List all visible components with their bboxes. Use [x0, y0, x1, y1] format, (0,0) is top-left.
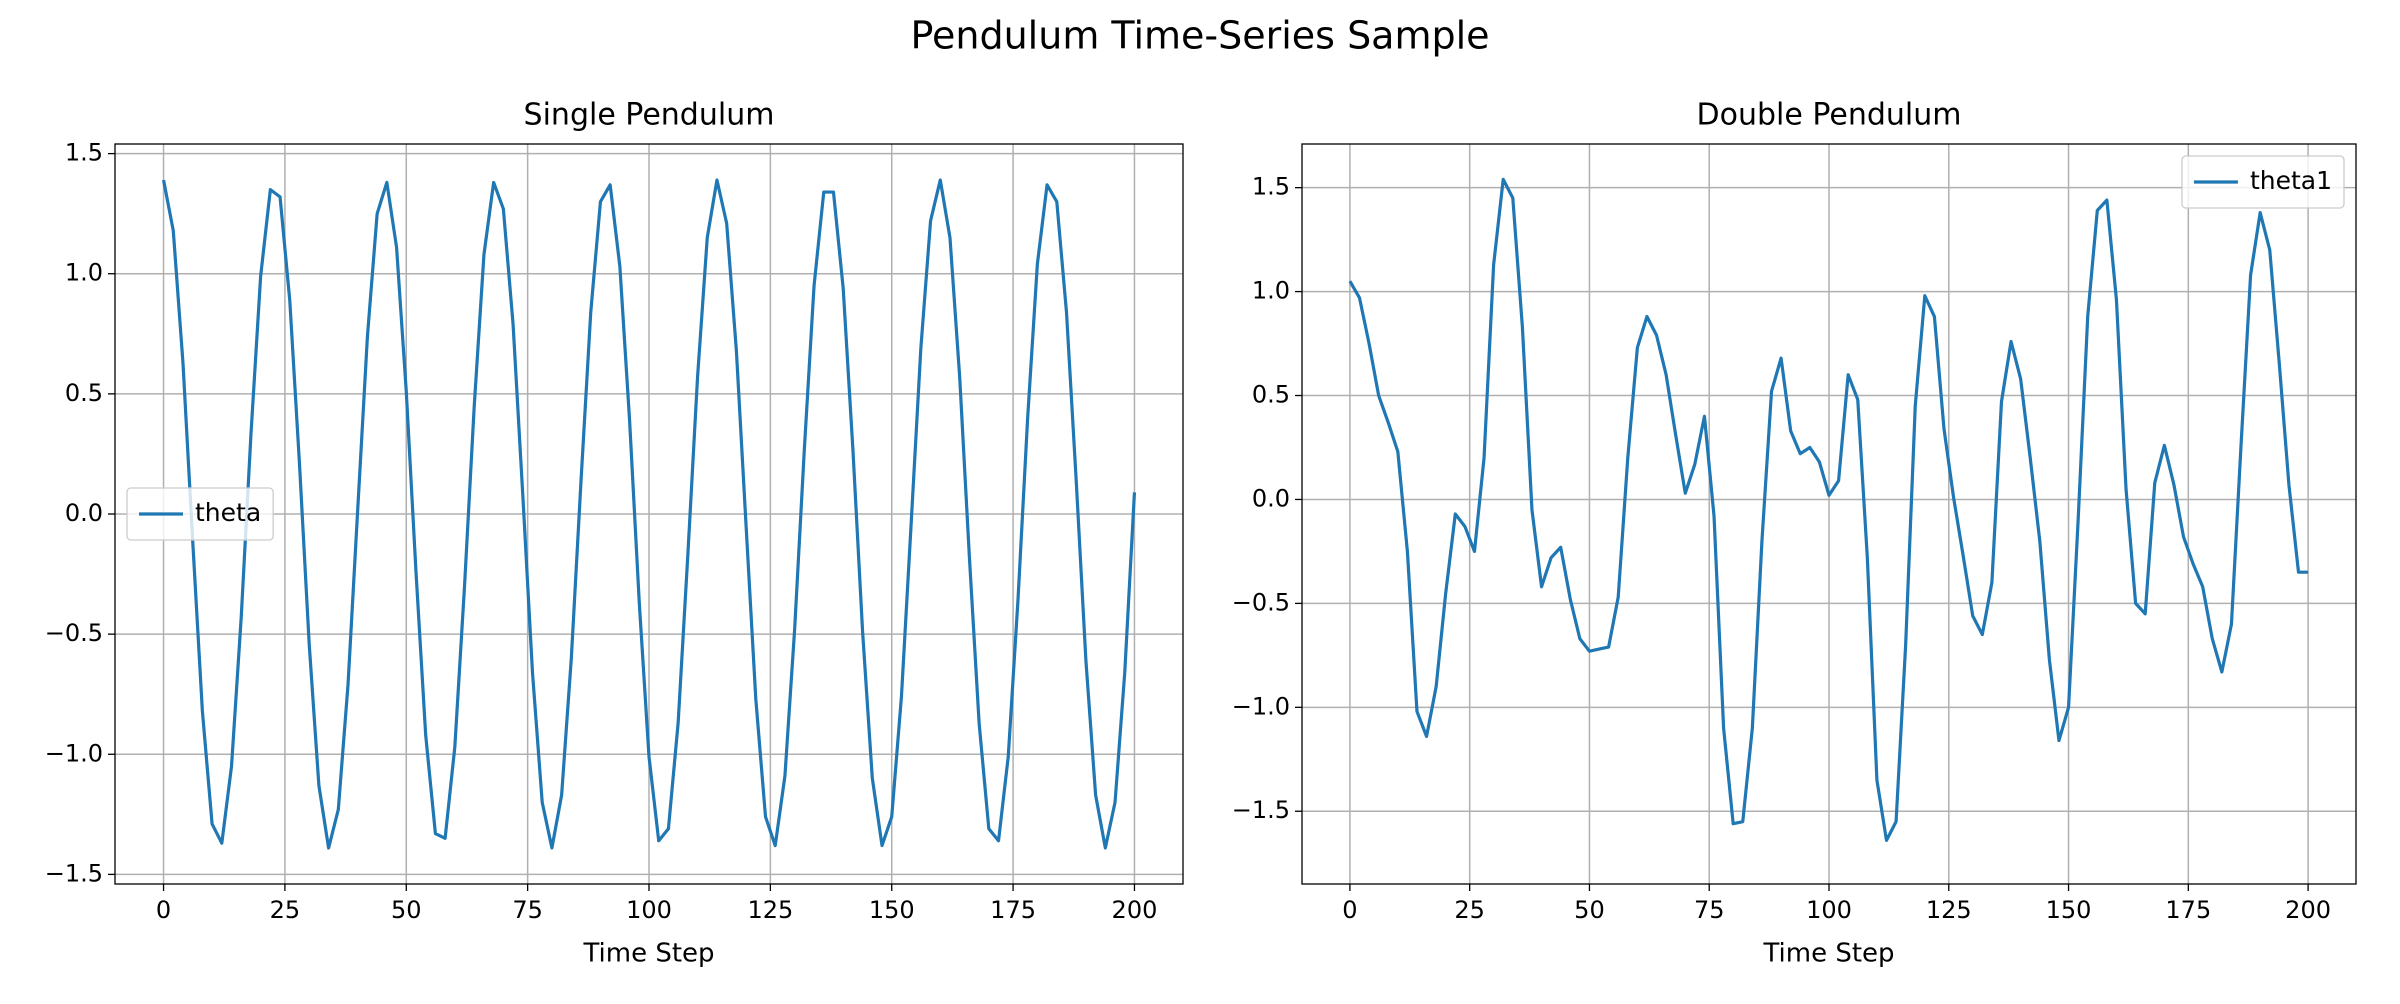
series-line [161, 178, 1137, 850]
legend-frame [126, 487, 274, 541]
x-tick-label: 175 [2165, 896, 2211, 924]
x-tick-label: 150 [2046, 896, 2092, 924]
axes-frame [1301, 143, 2357, 885]
axes-frame [114, 143, 1184, 885]
legend-frame [2181, 155, 2345, 209]
x-tick-label: 0 [1342, 896, 1357, 924]
y-tick-label: 0.5 [1252, 381, 1290, 409]
y-tick-label: −1.5 [45, 859, 103, 887]
y-tick-label: 1.0 [1252, 277, 1290, 305]
x-tick-label: 200 [2285, 896, 2331, 924]
x-tick-label: 50 [391, 896, 422, 924]
y-tick-label: −1.0 [45, 739, 103, 767]
y-tick-label: 1.0 [65, 259, 103, 287]
series-line [1348, 177, 2309, 842]
x-tick-label: 25 [1454, 896, 1485, 924]
subplot: Double Pendulum Time Step 0 25 50 75 100 125 150… [1232, 98, 2357, 969]
y-tick-label: 1.5 [65, 139, 103, 167]
legend-label: theta [195, 498, 261, 527]
x-tick-label: 50 [1574, 896, 1605, 924]
figure-title: Pendulum Time-Series Sample [910, 14, 1489, 58]
y-tick-label: 0.5 [65, 379, 103, 407]
y-tick-label: −1.0 [1232, 692, 1290, 720]
y-tick-label: 1.5 [1252, 173, 1290, 201]
legend-label: theta1 [2250, 166, 2332, 195]
x-tick-label: 75 [1694, 896, 1725, 924]
x-tick-label: 150 [869, 896, 915, 924]
y-tick-label: 0.0 [65, 499, 103, 527]
subplot-title: Double Pendulum [1697, 98, 1962, 133]
legend: theta [126, 487, 274, 541]
x-axis-label: Time Step [582, 939, 714, 969]
x-tick-label: 25 [270, 896, 301, 924]
x-axis-label: Time Step [1762, 939, 1894, 969]
y-tick-label: 0.0 [1252, 484, 1290, 512]
x-tick-label: 75 [512, 896, 543, 924]
x-tick-label: 100 [626, 896, 672, 924]
subplot: Single Pendulum Time Step 0 25 50 75 100 125 150… [45, 98, 1184, 969]
x-tick-label: 100 [1806, 896, 1852, 924]
x-tick-label: 0 [156, 896, 171, 924]
x-tick-label: 125 [747, 896, 793, 924]
legend: theta1 [2181, 155, 2345, 209]
x-tick-label: 125 [1926, 896, 1972, 924]
x-tick-label: 175 [990, 896, 1036, 924]
subplot-title: Single Pendulum [524, 98, 775, 133]
x-tick-label: 200 [1112, 896, 1158, 924]
y-tick-label: −0.5 [45, 619, 103, 647]
y-tick-label: −1.5 [1232, 796, 1290, 824]
y-tick-label: −0.5 [1232, 588, 1290, 616]
